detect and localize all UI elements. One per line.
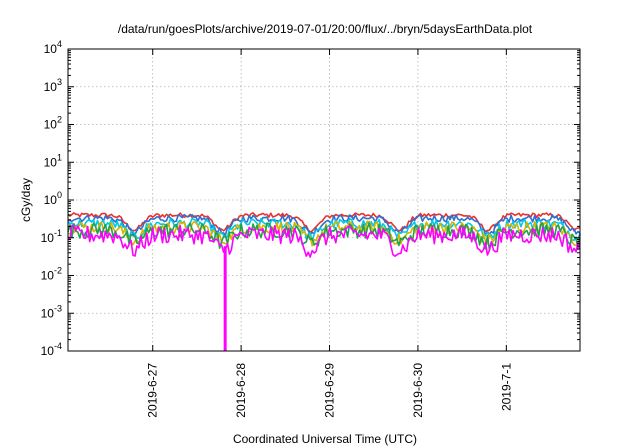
y-tick-base: 10 [44, 118, 58, 132]
y-tick-exponent: -2 [54, 266, 62, 276]
y-tick-label: 103 [44, 77, 62, 94]
y-tick-exponent: -1 [54, 228, 62, 238]
y-tick-label: 104 [44, 39, 62, 56]
y-tick-label: 100 [44, 190, 62, 207]
gridlines [68, 49, 580, 351]
y-tick-exponent: -3 [54, 303, 62, 313]
y-tick-label: 10-3 [41, 303, 62, 320]
x-tick-label: 2019-7-1 [499, 363, 513, 411]
y-tick-exponent: 2 [57, 115, 62, 125]
y-tick-label: 102 [44, 115, 62, 132]
y-tick-exponent: -4 [54, 341, 62, 351]
y-tick-base: 10 [44, 193, 58, 207]
x-tick-label: 2019-6-29 [323, 363, 337, 418]
y-axis-label: cGy/day [19, 178, 33, 222]
y-tick-label: 10-1 [41, 228, 62, 245]
y-tick-base: 10 [44, 42, 58, 56]
y-tick-exponent: 0 [57, 190, 62, 200]
x-axis: 2019-6-27 2019-6-28 2019-6-29 2019-6-30 2019… [146, 49, 513, 418]
y-tick-base: 10 [41, 231, 55, 245]
x-tick-label: 2019-6-30 [411, 363, 425, 418]
y-tick-base: 10 [41, 269, 55, 283]
y-tick-exponent: 1 [57, 152, 62, 162]
y-tick-base: 10 [44, 80, 58, 94]
x-axis-label: Coordinated Universal Time (UTC) [233, 432, 417, 446]
y-tick-base: 10 [41, 344, 55, 358]
series-layer [67, 212, 581, 351]
y-tick-exponent: 3 [57, 77, 62, 87]
y-tick-exponent: 4 [57, 39, 62, 49]
chart-title: /data/run/goesPlots/archive/2019-07-01/2… [118, 22, 533, 36]
y-tick-label: 10-4 [41, 341, 62, 358]
x-tick-label: 2019-6-27 [146, 363, 160, 418]
y-tick-base: 10 [41, 306, 55, 320]
series-line-2 [67, 213, 581, 236]
x-tick-label: 2019-6-28 [234, 363, 248, 418]
series-line-6 [67, 224, 581, 258]
y-tick-base: 10 [44, 155, 58, 169]
y-tick-label: 10-2 [41, 266, 62, 283]
y-tick-label: 101 [44, 152, 62, 169]
